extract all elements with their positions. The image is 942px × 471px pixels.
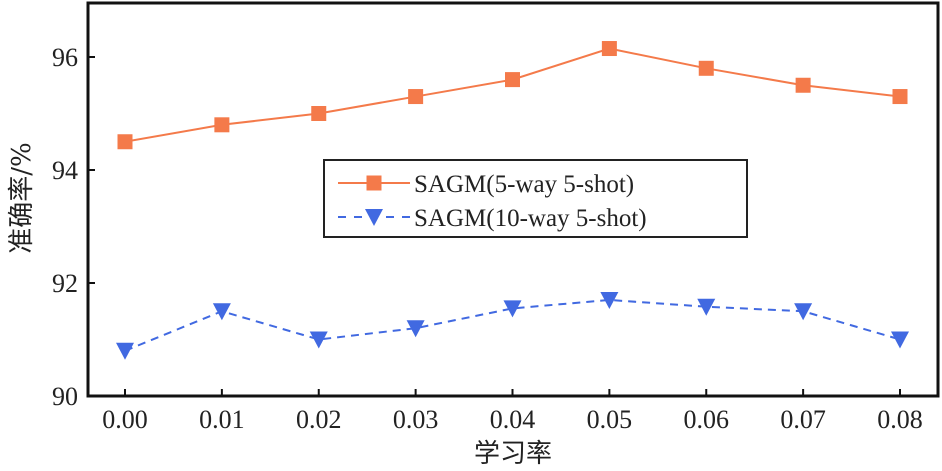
series-layer <box>116 41 909 360</box>
data-point <box>697 298 716 316</box>
x-tick-label: 0.04 <box>490 405 536 434</box>
x-tick-label: 0.03 <box>393 405 439 434</box>
legend-box <box>323 159 748 238</box>
series-2 <box>116 291 909 360</box>
y-tick-label: 94 <box>52 156 78 185</box>
y-tick-label: 92 <box>52 269 78 298</box>
data-point <box>892 89 908 105</box>
x-tick-label: 0.01 <box>199 405 245 434</box>
data-point <box>214 117 230 133</box>
data-point <box>505 72 520 88</box>
data-point <box>794 303 813 321</box>
series-line <box>124 47 901 143</box>
x-tick-label: 0.00 <box>102 405 148 434</box>
data-point <box>406 320 425 338</box>
legend: SAGM(5-way 5-shot) SAGM(10-way 5-shot) <box>323 159 748 238</box>
series-line <box>124 298 901 352</box>
data-point <box>795 77 811 93</box>
data-point <box>698 60 714 76</box>
data-point <box>600 291 619 309</box>
y-axis-title: 准确率/% <box>7 142 37 253</box>
y-tick-label: 96 <box>52 43 78 72</box>
data-point <box>503 300 522 318</box>
legend-label: SAGM(5-way 5-shot) <box>414 171 634 198</box>
data-point <box>601 41 617 57</box>
x-tick-label: 0.02 <box>296 405 342 434</box>
x-tick-label: 0.08 <box>877 405 923 434</box>
y-tick-label: 90 <box>52 382 78 411</box>
x-axis-title: 学习率 <box>474 439 552 469</box>
data-point <box>311 106 327 121</box>
x-tick-label: 0.06 <box>684 405 730 434</box>
legend-marker <box>366 175 382 191</box>
data-point <box>891 331 909 349</box>
x-tick-label: 0.07 <box>780 405 826 434</box>
data-point <box>116 342 134 360</box>
x-tick-label: 0.05 <box>587 405 633 434</box>
data-point <box>212 303 231 321</box>
data-point <box>309 331 328 349</box>
legend-marker <box>365 209 383 226</box>
axes-layer: 90 92 94 96 0.00 0.01 0.02 0.03 0.04 0.05 0.06 0.07… <box>52 1 940 434</box>
data-point <box>117 134 133 150</box>
legend-label: SAGM(10-way 5-shot) <box>414 205 647 232</box>
series-1 <box>117 41 908 150</box>
data-point <box>408 89 424 105</box>
